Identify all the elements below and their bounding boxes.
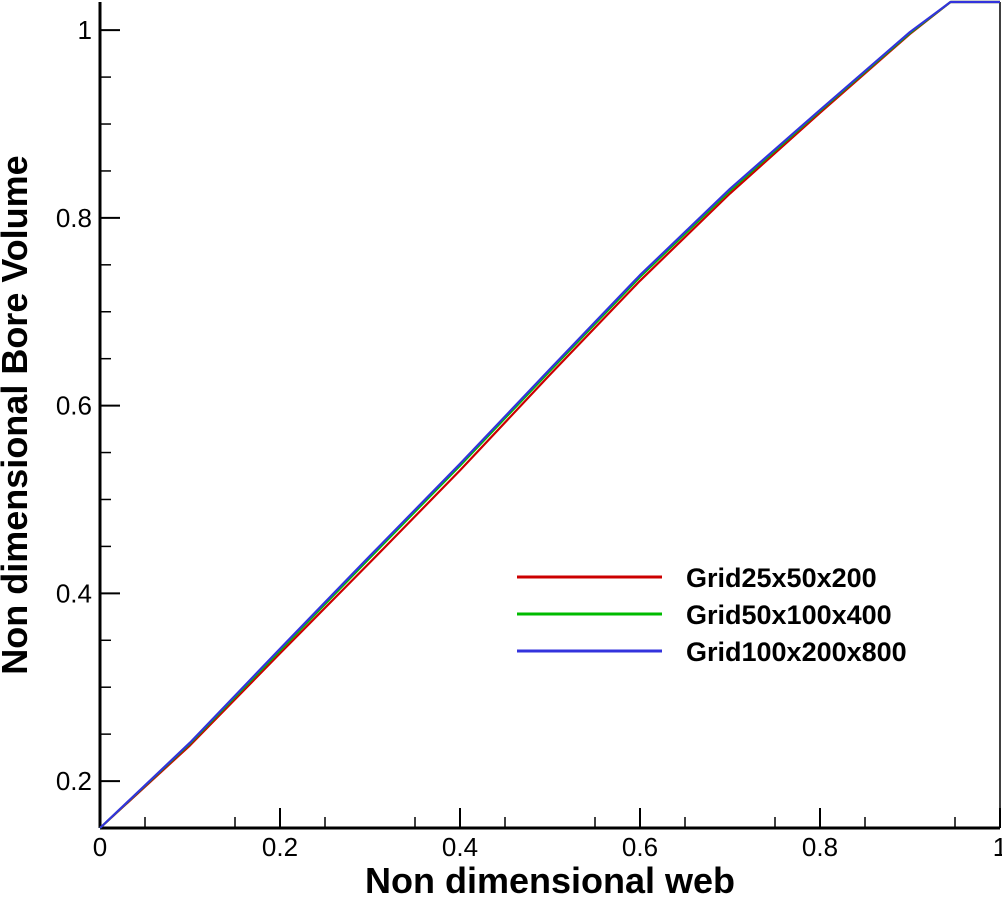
y-tick-label: 1 <box>78 15 92 45</box>
x-tick-label: 0.8 <box>802 832 838 862</box>
x-tick-label: 0.6 <box>622 832 658 862</box>
series-line-1 <box>99 0 1000 829</box>
legend-label-2: Grid50x100x400 <box>686 600 892 630</box>
series-line-2 <box>99 0 1000 829</box>
x-axis-ticks: 0 0.2 0.4 0.6 0.8 1 <box>93 808 1002 862</box>
series-line-3 <box>99 0 1000 829</box>
y-tick-label: 0.2 <box>56 766 92 796</box>
x-tick-label: 0.4 <box>442 832 478 862</box>
y-tick-label: 0.6 <box>56 391 92 421</box>
x-tick-label: 0 <box>93 832 107 862</box>
y-axis-title: Non dimensional Bore Volume <box>0 155 35 674</box>
series-layer <box>99 0 1000 829</box>
x-tick-label: 1 <box>993 832 1002 862</box>
y-tick-label: 0.8 <box>56 203 92 233</box>
x-tick-label: 0.2 <box>262 832 298 862</box>
x-axis-title: Non dimensional web <box>365 860 735 900</box>
plot-frame <box>98 2 1001 830</box>
legend-label-1: Grid25x50x200 <box>686 563 877 593</box>
legend-label-3: Grid100x200x800 <box>686 637 907 667</box>
legend: Grid25x50x200 Grid50x100x400 Grid100x200x8… <box>517 563 907 667</box>
y-tick-label: 0.4 <box>56 578 92 608</box>
y-axis-ticks: 0.2 0.4 0.6 0.8 1 <box>56 15 120 829</box>
